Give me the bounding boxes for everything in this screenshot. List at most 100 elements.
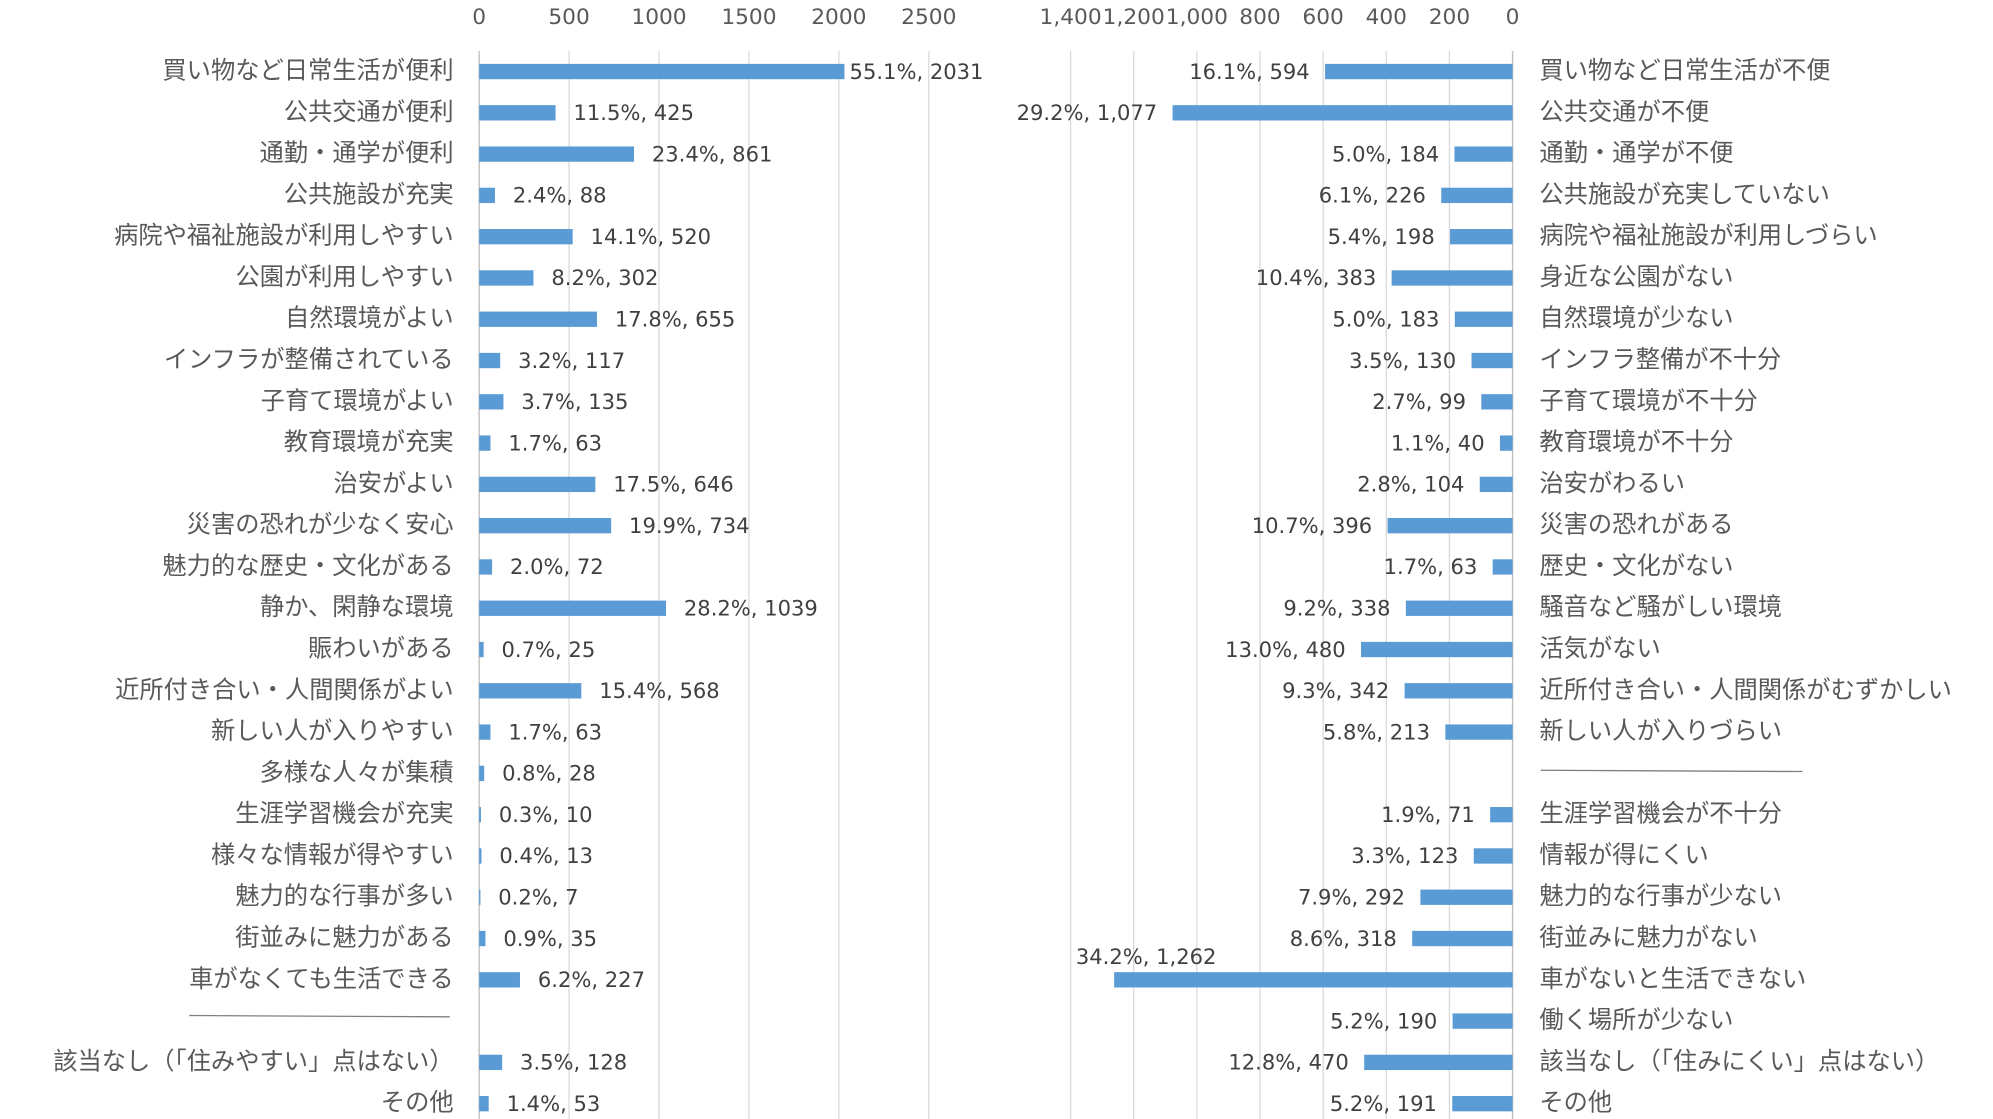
category-label: 治安がよい <box>333 468 453 497</box>
separator <box>1540 769 1803 773</box>
category-label: 魅力的な歴史・文化がある <box>162 551 453 580</box>
category-label: 魅力的な行事が少ない <box>1539 881 1782 910</box>
bar <box>479 600 667 616</box>
bar <box>1391 270 1513 286</box>
category-label: 買い物など日常生活が便利 <box>162 56 453 85</box>
category-label: 公共施設が充実していない <box>1539 179 1829 208</box>
bar <box>479 146 635 162</box>
bar <box>1387 518 1513 534</box>
value-label: 6.1%, 226 <box>1319 183 1426 208</box>
bar <box>1473 848 1513 864</box>
bar <box>479 63 845 80</box>
category-label: 教育環境が不十分 <box>1539 427 1733 456</box>
value-label: 13.0%, 480 <box>1225 637 1346 662</box>
bar <box>1404 683 1513 699</box>
value-label: 5.2%, 190 <box>1330 1008 1437 1033</box>
bar <box>1454 146 1513 162</box>
bar <box>479 559 493 575</box>
category-label: 買い物など日常生活が不便 <box>1539 56 1830 85</box>
bar <box>1450 229 1513 245</box>
x-tick-label: 1500 <box>721 5 776 30</box>
bar <box>479 518 612 534</box>
x-tick-label: 200 <box>1429 5 1470 30</box>
x-tick-label: 800 <box>1239 5 1280 30</box>
value-label: 3.7%, 135 <box>521 389 628 414</box>
category-label: 公共交通が不便 <box>1539 97 1709 126</box>
value-label: 1.4%, 53 <box>507 1091 601 1116</box>
category-label: 病院や福祉施設が利用しづらい <box>1539 221 1877 250</box>
value-label: 3.3%, 123 <box>1351 843 1458 868</box>
category-label: 車がないと生活できない <box>1539 964 1806 993</box>
x-tick-label: 1,400 <box>1040 5 1102 30</box>
bar <box>479 476 596 493</box>
bar <box>1479 476 1513 493</box>
bar <box>479 807 481 823</box>
value-label: 5.0%, 184 <box>1332 141 1439 166</box>
category-label: 子育て環境が不十分 <box>1539 386 1757 415</box>
bar <box>479 972 520 988</box>
value-label: 9.2%, 338 <box>1283 596 1390 621</box>
bar <box>479 641 484 658</box>
value-label: 0.2%, 7 <box>498 885 578 910</box>
value-label: 1.7%, 63 <box>508 719 602 744</box>
bar <box>479 1096 489 1112</box>
category-label: 教育環境が充実 <box>284 427 454 456</box>
category-label: 身近な公園がない <box>1539 262 1733 291</box>
category-label: 公園が利用しやすい <box>235 262 453 291</box>
category-label: 近所付き合い・人間関係がむずかしい <box>1539 675 1952 704</box>
bar <box>479 435 491 451</box>
bar <box>1361 641 1513 658</box>
value-label: 2.8%, 104 <box>1357 472 1464 497</box>
bar <box>1441 187 1513 204</box>
value-label: 3.5%, 128 <box>520 1050 627 1075</box>
value-label: 2.4%, 88 <box>513 183 607 208</box>
value-label: 0.7%, 25 <box>502 637 596 662</box>
value-label: 7.9%, 292 <box>1298 885 1405 910</box>
value-label: 1.7%, 63 <box>1384 554 1478 579</box>
value-label: 5.4%, 198 <box>1328 224 1435 249</box>
bar <box>1499 435 1513 451</box>
category-label: 自然環境が少ない <box>1539 303 1733 332</box>
category-label: 近所付き合い・人間関係がよい <box>115 675 454 704</box>
value-label: 1.9%, 71 <box>1381 802 1475 827</box>
bar <box>1114 972 1513 988</box>
category-label: 通勤・通学が不便 <box>1539 138 1733 167</box>
bar <box>479 229 573 245</box>
bar <box>479 1054 503 1071</box>
value-label: 11.5%, 425 <box>573 100 694 125</box>
value-label: 14.1%, 520 <box>591 224 712 249</box>
category-label: 多様な人々が集積 <box>259 757 453 786</box>
category-label: 該当なし（「住みにくい」点はない） <box>1539 1046 1939 1075</box>
bar <box>479 889 481 905</box>
bar <box>1452 1013 1513 1029</box>
category-label: 公共施設が充実 <box>284 179 454 208</box>
bar <box>479 765 485 782</box>
category-label: インフラが整備されている <box>164 345 454 374</box>
value-label: 2.0%, 72 <box>510 554 604 579</box>
bar <box>1420 889 1513 905</box>
x-tick-label: 400 <box>1366 5 1407 30</box>
x-tick-label: 2500 <box>901 5 956 30</box>
category-label: 賑わいがある <box>308 634 454 663</box>
value-label: 19.9%, 734 <box>629 513 750 538</box>
value-label: 17.8%, 655 <box>615 307 736 332</box>
x-tick-label: 0 <box>472 5 486 30</box>
value-label: 8.6%, 318 <box>1290 926 1397 951</box>
x-tick-label: 2000 <box>811 5 866 30</box>
value-label: 6.2%, 227 <box>538 967 645 992</box>
value-label: 0.8%, 28 <box>502 761 596 786</box>
category-label: 病院や福祉施設が利用しやすい <box>114 221 453 250</box>
category-label: 災害の恐れが少なく安心 <box>187 510 454 539</box>
bar <box>479 683 582 699</box>
category-label: 歴史・文化がない <box>1539 551 1733 580</box>
value-label: 5.8%, 213 <box>1323 719 1430 744</box>
x-tick-label: 600 <box>1302 5 1343 30</box>
category-label: 街並みに魅力がない <box>1539 923 1757 952</box>
x-tick-label: 500 <box>548 5 589 30</box>
x-tick-label: 1000 <box>631 5 686 30</box>
category-label: 通勤・通学が便利 <box>259 138 453 167</box>
bar <box>1481 394 1513 410</box>
bar <box>479 187 495 204</box>
bar <box>479 105 556 121</box>
